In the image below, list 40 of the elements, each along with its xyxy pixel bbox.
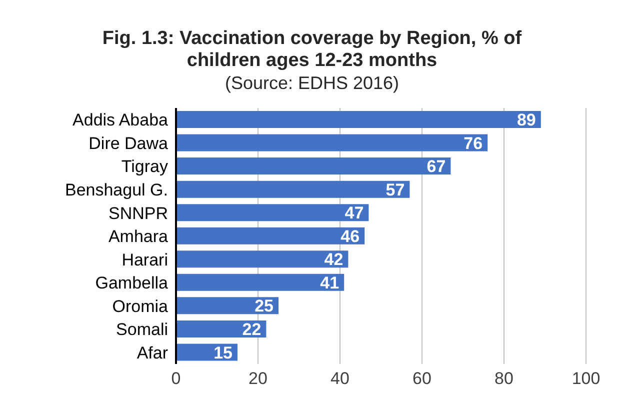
data-label: 76 [464,134,483,153]
x-tick-label: 100 [572,369,600,388]
data-label: 25 [254,296,274,316]
bar [176,111,541,128]
bar [176,297,278,314]
bar [176,180,410,198]
y-tick-label: Gambella [95,274,169,293]
x-tick-label: 20 [248,369,268,388]
data-label: 47 [344,204,364,223]
bar [176,204,369,222]
y-tick-label: Benshagul G. [64,180,168,200]
y-tick-label: Afar [136,343,168,362]
x-tick-label: 40 [330,369,350,388]
data-label: 46 [340,226,360,246]
data-label: 67 [426,157,446,176]
bar [176,158,451,175]
chart-title: Fig. 1.3: Vaccination coverage by Region, % of children ages 12-23 months [101,28,523,72]
y-tick-label: Dire Dawa [88,134,169,153]
data-label: 57 [386,180,405,200]
y-tick-label: Addis Ababa [72,110,169,130]
y-tick-label: Oromia [112,296,169,316]
data-label: 15 [214,343,232,362]
y-tick-label: Somali [116,320,168,340]
data-label: 22 [242,320,262,339]
bar [176,227,365,244]
data-label: 42 [324,250,344,270]
y-tick-label: SNNPR [108,204,168,223]
x-tick-label: 60 [412,369,432,388]
y-tick-label: Amhara [108,227,169,246]
x-tick-label: 0 [171,369,181,388]
bar [176,134,488,152]
bar [176,274,344,291]
x-tick-label: 80 [494,369,514,388]
y-tick-label: Harari [122,250,168,270]
data-label: 41 [320,273,340,292]
bar [176,320,266,338]
bar [176,250,348,268]
chart-subtitle: (Source: EDHS 2016) [224,72,400,94]
y-tick-label: Tigray [121,157,168,176]
data-label: 89 [516,110,536,130]
